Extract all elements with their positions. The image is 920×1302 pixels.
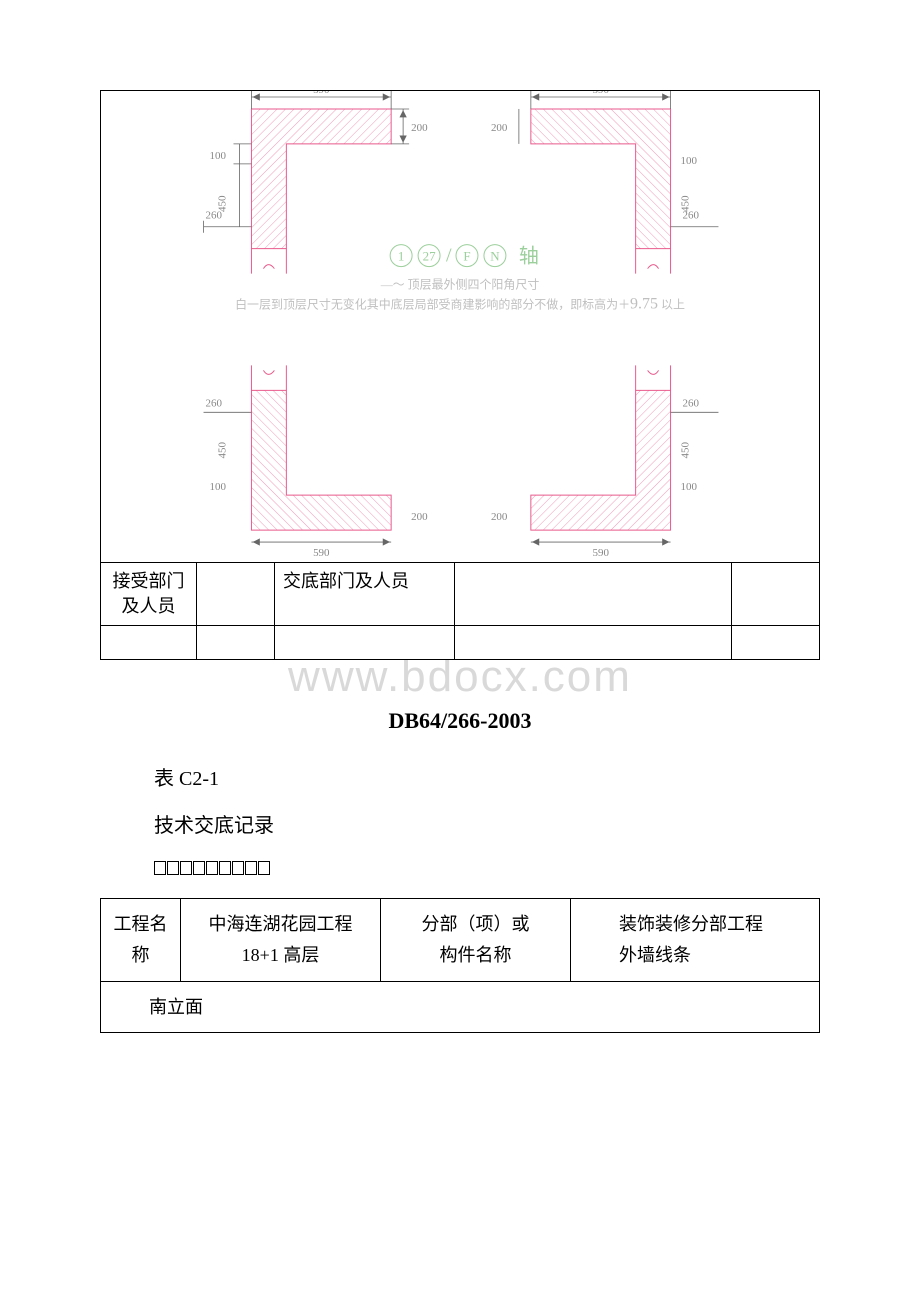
upper-row3-c4 — [455, 626, 732, 660]
lower-table: 工程名称 中海连湖花园工程 18+1 高层 分部（项）或 构件名称 装饰装修分部… — [100, 898, 820, 1033]
svg-text:轴: 轴 — [519, 245, 539, 268]
dim-100-br: 100 — [681, 481, 698, 493]
project-name-value: 中海连湖花园工程 18+1 高层 — [181, 899, 381, 981]
upper-blank-cell — [732, 563, 820, 626]
upper-table: 590 200 100 — [100, 90, 820, 660]
dim-100-bl: 100 — [210, 481, 227, 493]
upper-row3-c3 — [275, 626, 455, 660]
dim-260-br: 260 — [683, 397, 700, 409]
placeholder-box — [206, 861, 218, 875]
placeholder-box — [258, 861, 270, 875]
svg-text:N: N — [490, 249, 500, 264]
dim-200-br: 200 — [491, 511, 508, 523]
note-line-1: —～ 顶层最外侧四个阳角尺寸 — [380, 278, 540, 292]
placeholder-box — [193, 861, 205, 875]
placeholder-box — [180, 861, 192, 875]
dim-260-tl: 260 — [206, 210, 223, 222]
svg-text:F: F — [463, 249, 470, 264]
svg-text:1: 1 — [398, 249, 404, 264]
svg-text:27: 27 — [423, 249, 436, 264]
document-code: DB64/266-2003 — [100, 708, 820, 734]
upper-row3-c1 — [101, 626, 197, 660]
recv-dept-value — [197, 563, 275, 626]
axis-label: 1 27 / F N 轴 — [390, 245, 539, 268]
dim-450-br: 450 — [680, 441, 692, 458]
subitem-label: 分部（项）或 构件名称 — [381, 899, 571, 981]
dim-450-bl: 450 — [216, 441, 228, 458]
table-title: 技术交底记录 — [100, 809, 820, 838]
dim-590-tr: 590 — [592, 91, 609, 96]
diagram-cell: 590 200 100 — [101, 91, 820, 563]
dim-590: 590 — [313, 91, 330, 96]
dim-260-tr: 260 — [683, 210, 700, 222]
placeholder-box — [232, 861, 244, 875]
dim-590-br: 590 — [592, 547, 609, 559]
lower-row2: 南立面 — [101, 981, 820, 1033]
dim-100-tl: 100 — [210, 150, 227, 162]
dim-260-bl: 260 — [206, 397, 223, 409]
dim-200: 200 — [411, 122, 428, 134]
engineering-diagram: 590 200 100 — [101, 91, 819, 562]
document-page: 590 200 100 — [0, 0, 920, 1033]
upper-row3-c5 — [732, 626, 820, 660]
table-number: 表 C2-1 — [100, 762, 820, 791]
placeholder-box — [219, 861, 231, 875]
dim-200-bl: 200 — [411, 511, 428, 523]
note-line-2: 白一层到顶层尺寸无变化其中底层局部受商建影响的部分不做，即标高为＋9.75 以上 — [235, 296, 685, 313]
placeholder-box — [167, 861, 179, 875]
svg-text:/: / — [446, 245, 452, 267]
dim-100-tr: 100 — [681, 155, 698, 167]
recv-dept-label: 接受部门及人员 — [101, 563, 197, 626]
placeholder-box — [245, 861, 257, 875]
upper-row3-c2 — [197, 626, 275, 660]
dim-590-bl: 590 — [313, 547, 330, 559]
disclose-dept-label: 交底部门及人员 — [275, 563, 455, 626]
dim-200-tr: 200 — [491, 122, 508, 134]
placeholder-box — [154, 861, 166, 875]
placeholder-boxes — [100, 860, 820, 876]
subitem-value: 装饰装修分部工程 外墙线条 — [571, 899, 820, 981]
project-name-label: 工程名称 — [101, 899, 181, 981]
disclose-dept-value — [455, 563, 732, 626]
